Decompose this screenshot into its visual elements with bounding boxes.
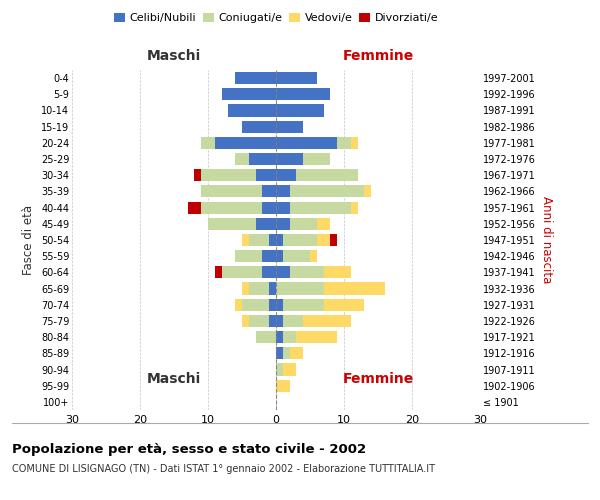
Bar: [276, 202, 358, 213]
Bar: [276, 315, 351, 327]
Bar: [201, 202, 276, 213]
Bar: [276, 234, 317, 246]
Bar: [276, 202, 351, 213]
Bar: [276, 266, 351, 278]
Bar: [276, 218, 317, 230]
Bar: [276, 315, 303, 327]
Bar: [208, 218, 276, 230]
Bar: [276, 218, 290, 230]
Bar: [276, 250, 283, 262]
Text: COMUNE DI LISIGNAGO (TN) - Dati ISTAT 1° gennaio 2002 - Elaborazione TUTTITALIA.: COMUNE DI LISIGNAGO (TN) - Dati ISTAT 1°…: [12, 464, 435, 474]
Bar: [276, 298, 283, 311]
Bar: [276, 218, 331, 230]
Bar: [276, 234, 331, 246]
Bar: [276, 364, 283, 376]
Bar: [276, 364, 296, 376]
Bar: [276, 380, 290, 392]
Y-axis label: Fasce di età: Fasce di età: [22, 205, 35, 275]
Bar: [262, 186, 276, 198]
Bar: [194, 169, 276, 181]
Bar: [221, 266, 276, 278]
Bar: [256, 169, 276, 181]
Bar: [235, 153, 276, 165]
Bar: [235, 72, 276, 84]
Bar: [276, 169, 296, 181]
Bar: [269, 234, 276, 246]
Bar: [229, 104, 276, 117]
Bar: [215, 266, 276, 278]
Bar: [242, 298, 276, 311]
Bar: [235, 298, 276, 311]
Bar: [235, 250, 276, 262]
Bar: [276, 331, 337, 343]
Y-axis label: Anni di nascita: Anni di nascita: [540, 196, 553, 284]
Bar: [276, 331, 296, 343]
Bar: [242, 315, 276, 327]
Text: Femmine: Femmine: [343, 49, 413, 63]
Bar: [276, 315, 283, 327]
Bar: [242, 120, 276, 132]
Bar: [201, 169, 276, 181]
Bar: [269, 315, 276, 327]
Bar: [276, 234, 337, 246]
Bar: [276, 153, 303, 165]
Bar: [276, 88, 331, 101]
Legend: Celibi/Nubili, Coniugati/e, Vedovi/e, Divorziati/e: Celibi/Nubili, Coniugati/e, Vedovi/e, Di…: [112, 10, 440, 26]
Bar: [276, 250, 317, 262]
Bar: [276, 348, 283, 360]
Bar: [221, 88, 276, 101]
Bar: [276, 331, 283, 343]
Bar: [269, 282, 276, 294]
Bar: [276, 282, 323, 294]
Bar: [276, 186, 371, 198]
Bar: [221, 266, 276, 278]
Bar: [256, 331, 276, 343]
Text: Maschi: Maschi: [147, 372, 201, 386]
Bar: [269, 298, 276, 311]
Bar: [215, 137, 276, 149]
Bar: [276, 137, 351, 149]
Bar: [276, 202, 290, 213]
Bar: [276, 72, 317, 84]
Bar: [249, 315, 276, 327]
Bar: [276, 348, 303, 360]
Bar: [276, 104, 323, 117]
Bar: [201, 186, 276, 198]
Bar: [276, 348, 290, 360]
Bar: [262, 266, 276, 278]
Bar: [249, 234, 276, 246]
Bar: [201, 169, 276, 181]
Text: Popolazione per età, sesso e stato civile - 2002: Popolazione per età, sesso e stato civil…: [12, 442, 366, 456]
Bar: [276, 298, 364, 311]
Bar: [276, 234, 283, 246]
Bar: [276, 153, 331, 165]
Bar: [276, 186, 290, 198]
Bar: [276, 137, 337, 149]
Bar: [249, 282, 276, 294]
Bar: [276, 137, 358, 149]
Bar: [256, 218, 276, 230]
Bar: [276, 250, 310, 262]
Bar: [242, 282, 276, 294]
Bar: [276, 120, 303, 132]
Bar: [276, 186, 364, 198]
Text: Maschi: Maschi: [147, 49, 201, 63]
Bar: [242, 234, 276, 246]
Bar: [276, 298, 323, 311]
Bar: [201, 202, 276, 213]
Bar: [262, 202, 276, 213]
Bar: [249, 153, 276, 165]
Bar: [276, 282, 385, 294]
Bar: [188, 202, 276, 213]
Bar: [276, 169, 358, 181]
Text: Femmine: Femmine: [343, 372, 413, 386]
Bar: [276, 266, 323, 278]
Bar: [262, 250, 276, 262]
Bar: [201, 137, 276, 149]
Bar: [276, 266, 290, 278]
